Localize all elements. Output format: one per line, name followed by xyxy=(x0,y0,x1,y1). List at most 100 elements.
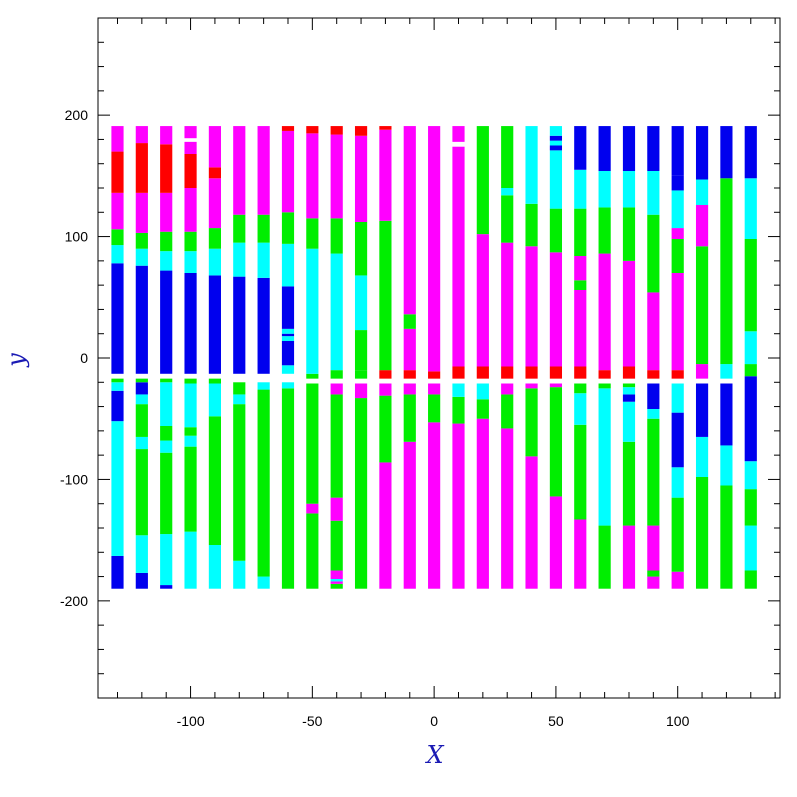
heatmap-cell xyxy=(525,126,538,204)
heatmap-cell xyxy=(184,251,197,273)
heatmap-cell xyxy=(720,383,733,446)
heatmap-cell xyxy=(695,205,709,247)
heatmap-cell xyxy=(695,246,709,365)
heatmap-cell xyxy=(720,445,733,486)
heatmap-cell xyxy=(549,496,563,589)
heatmap-cell xyxy=(306,373,319,379)
heatmap-cell xyxy=(525,456,538,589)
heatmap-cell xyxy=(695,179,709,205)
heatmap-cell xyxy=(671,497,684,572)
heatmap-cell xyxy=(574,393,587,425)
heatmap-cell xyxy=(671,228,684,239)
heatmap-cell xyxy=(160,192,173,232)
heatmap-cell xyxy=(281,388,295,589)
heatmap-cell xyxy=(744,178,757,239)
heatmap-cell xyxy=(574,366,587,379)
heatmap-cell xyxy=(549,135,563,141)
heatmap-cell xyxy=(257,214,270,243)
heatmap-cell xyxy=(306,126,319,134)
heatmap-cell xyxy=(135,382,148,395)
heatmap-cell xyxy=(647,525,660,571)
heatmap-cell xyxy=(476,234,489,367)
y-tick-label: 0 xyxy=(80,350,88,366)
heatmap-cell xyxy=(111,421,124,556)
heatmap-cell xyxy=(111,126,124,152)
heatmap-cell xyxy=(330,394,343,498)
heatmap-cell xyxy=(354,398,368,589)
heatmap-cell xyxy=(501,366,514,379)
heatmap-cell xyxy=(184,378,197,384)
heatmap-cell xyxy=(501,242,514,367)
heatmap-cell xyxy=(622,441,636,526)
heatmap-cell xyxy=(160,440,173,453)
heatmap-cell xyxy=(598,207,611,254)
heatmap-cell xyxy=(647,126,660,171)
heatmap-cell xyxy=(111,378,124,383)
heatmap-cell xyxy=(501,126,514,188)
heatmap-cell xyxy=(574,280,587,290)
heatmap-cell xyxy=(744,525,757,571)
heatmap-cell xyxy=(135,449,148,536)
heatmap-cell xyxy=(306,513,319,589)
y-tick-label: -100 xyxy=(60,471,88,487)
heatmap-cell xyxy=(160,382,173,426)
heatmap-cell xyxy=(476,418,489,589)
heatmap-cell xyxy=(330,581,343,584)
heatmap-cell xyxy=(330,579,343,582)
heatmap-cell xyxy=(281,382,295,389)
heatmap-cell xyxy=(160,452,173,535)
heatmap-cell xyxy=(135,143,148,193)
heatmap-cell xyxy=(403,314,416,329)
heatmap-cell xyxy=(574,290,587,367)
heatmap-cell xyxy=(208,167,221,179)
heatmap-cell xyxy=(549,150,563,209)
heatmap-cell xyxy=(233,276,246,374)
x-axis-title: X xyxy=(424,741,444,769)
heatmap-cell xyxy=(525,246,538,367)
heatmap-cell xyxy=(379,383,392,396)
heatmap-cell xyxy=(476,399,489,419)
heatmap-cell xyxy=(184,427,197,436)
heatmap-cell xyxy=(403,126,416,315)
heatmap-cell xyxy=(671,126,684,176)
heatmap-cell xyxy=(281,336,295,341)
heatmap-cell xyxy=(354,126,368,136)
axis-ticks xyxy=(98,18,780,698)
x-tick-label: 0 xyxy=(430,713,438,729)
heatmap-cell xyxy=(647,214,660,293)
heatmap-cell xyxy=(354,275,368,331)
heatmap-cell xyxy=(208,378,221,384)
heatmap-cell xyxy=(622,207,636,261)
heatmap-cell xyxy=(330,134,343,219)
heatmap-cell xyxy=(549,252,563,367)
heatmap-cell xyxy=(257,389,270,577)
heatmap-cell xyxy=(281,365,295,374)
heatmap-cell xyxy=(281,243,295,287)
heatmap-cell xyxy=(184,273,197,374)
y-tick-label: 200 xyxy=(65,107,89,123)
heatmap-cell xyxy=(160,534,173,586)
heatmap-cell xyxy=(549,387,563,497)
heatmap-cell xyxy=(452,383,465,397)
heatmap-cell xyxy=(379,126,392,130)
heatmap-cell xyxy=(257,277,270,374)
heatmap-cell xyxy=(208,275,221,374)
heatmap-cell xyxy=(208,383,221,417)
heatmap-cell xyxy=(622,387,636,395)
heatmap-cell xyxy=(208,248,221,276)
heatmap-cell xyxy=(671,175,684,191)
y-axis-title: y xyxy=(2,353,30,368)
heatmap-cell xyxy=(598,126,611,171)
y-tick-label: -200 xyxy=(60,593,88,609)
heatmap-cell xyxy=(111,555,124,589)
heatmap-cell xyxy=(330,370,343,379)
heatmap-cell xyxy=(379,462,392,589)
heatmap-cell xyxy=(598,171,611,208)
heatmap-cell xyxy=(501,195,514,243)
heatmap-cell xyxy=(744,126,757,179)
heatmap-cell xyxy=(744,364,757,377)
heatmap-cell xyxy=(184,154,197,188)
heatmap-cell xyxy=(720,364,733,379)
heatmap-cell xyxy=(598,388,611,526)
heatmap-cell xyxy=(257,382,270,390)
